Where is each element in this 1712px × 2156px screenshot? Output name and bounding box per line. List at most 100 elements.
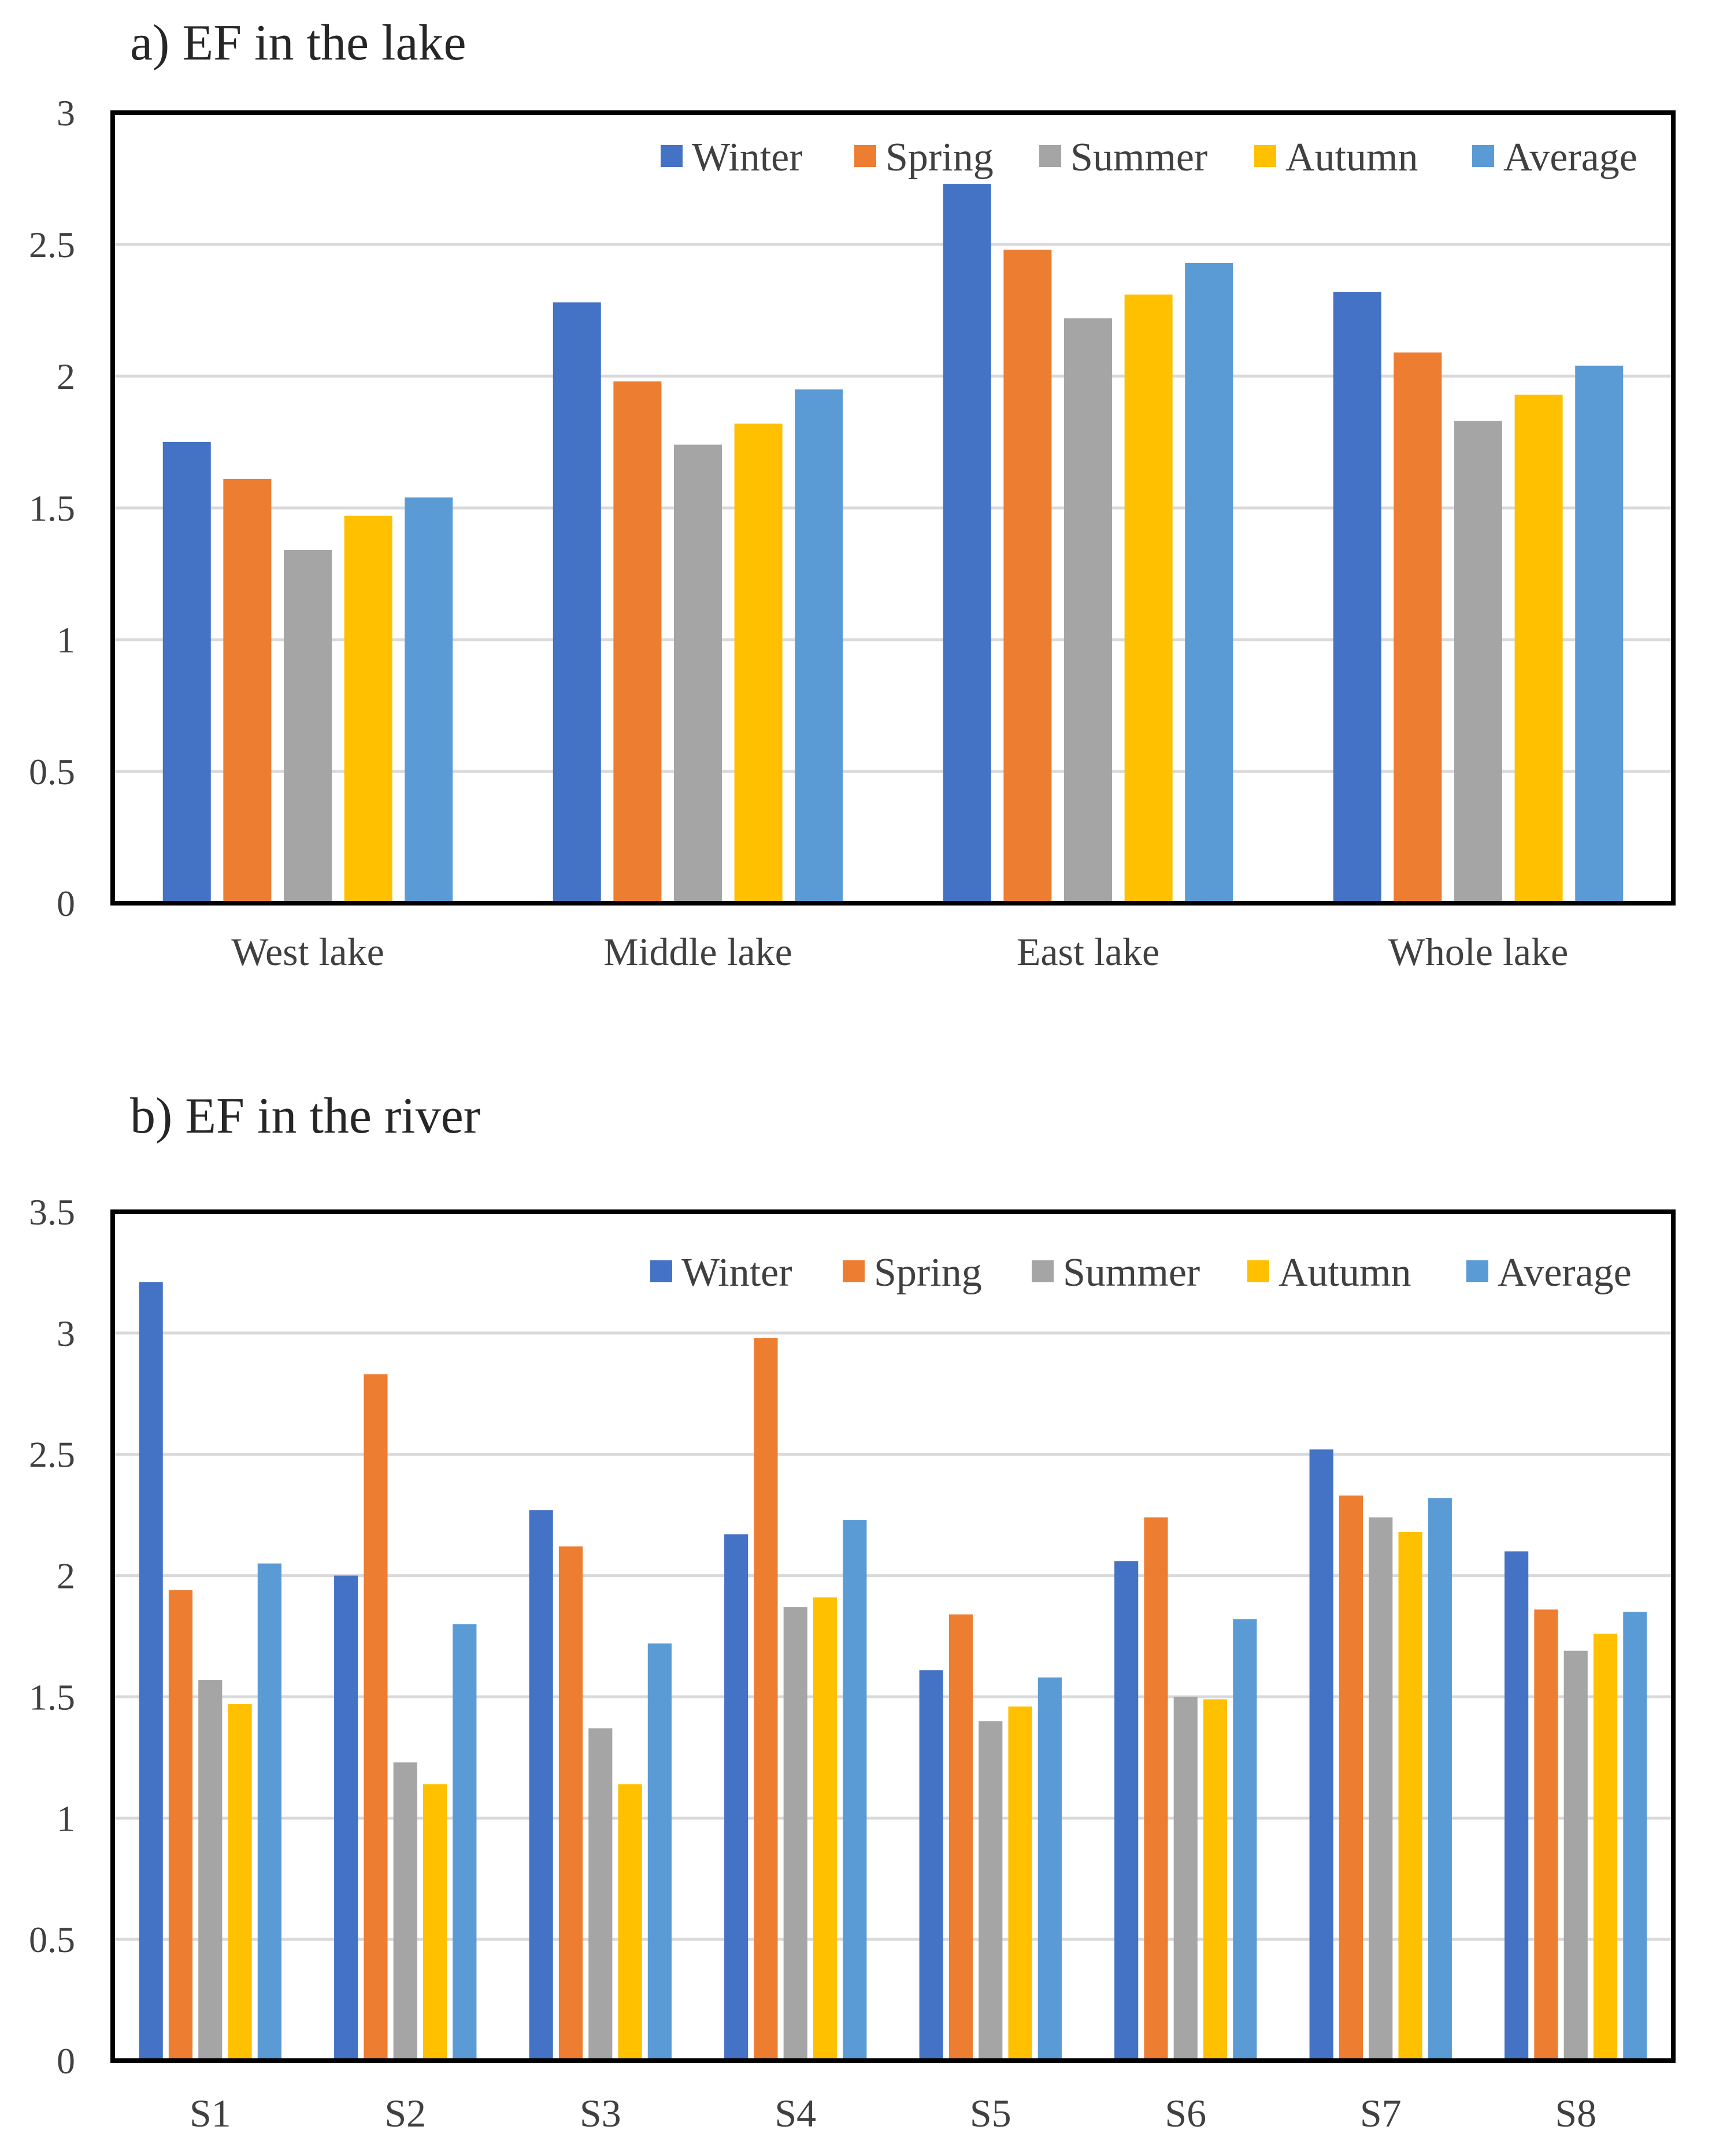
bar-spring-s7 [1339, 1496, 1363, 2061]
bar-winter-s8 [1505, 1551, 1529, 2061]
bar-average-s7 [1428, 1498, 1452, 2061]
legend-label-autumn: Autumn [1285, 135, 1418, 180]
bar-autumn-west-lake [344, 515, 392, 903]
plot-frame [110, 110, 1676, 906]
legend-swatch-summer [1039, 145, 1061, 167]
legend-swatch-autumn [1247, 1260, 1269, 1282]
legend-swatch-average [1472, 145, 1494, 167]
y-tick-label: 2 [57, 1556, 75, 1597]
x-tick-label: S5 [970, 2091, 1011, 2135]
bar-winter-s6 [1114, 1561, 1139, 2061]
legend-swatch-winter [661, 145, 683, 167]
y-tick-label: 1 [57, 619, 75, 660]
bar-spring-s4 [754, 1338, 778, 2061]
bar-autumn-s6 [1203, 1699, 1228, 2061]
bar-spring-east-lake [1003, 250, 1052, 903]
legend-label-winter: Winter [692, 135, 803, 180]
bar-average-east-lake [1185, 262, 1233, 903]
legend-label-summer: Summer [1070, 135, 1207, 180]
bar-autumn-s3 [618, 1784, 642, 2061]
y-tick-label: 1.5 [29, 1676, 75, 1717]
bar-autumn-middle-lake [734, 424, 783, 903]
bar-summer-s3 [588, 1728, 613, 2061]
x-tick-label: S8 [1555, 2091, 1596, 2135]
bar-spring-whole-lake [1394, 352, 1442, 903]
y-tick-label: 2.5 [29, 1434, 75, 1475]
plot-frame [110, 1209, 1676, 2063]
bar-winter-s4 [724, 1534, 748, 2061]
y-tick-label: 2.5 [29, 224, 75, 265]
bar-summer-middle-lake [673, 444, 722, 903]
bar-autumn-s1 [228, 1704, 252, 2061]
bar-average-whole-lake [1575, 365, 1624, 903]
bar-summer-s4 [783, 1607, 807, 2061]
legend-label-spring: Spring [885, 135, 994, 180]
bar-autumn-s2 [423, 1784, 447, 2061]
bar-autumn-whole-lake [1514, 394, 1563, 903]
bar-autumn-east-lake [1124, 294, 1173, 903]
bar-spring-s5 [948, 1614, 973, 2061]
chart-a-lake: a) EF in the lake 0 0.5 1 1.5 2 2.5 3 West lake M… [29, 15, 1676, 974]
bar-autumn-s4 [813, 1597, 838, 2061]
x-tick-label: East lake [1017, 930, 1159, 974]
x-tick-label: S2 [384, 2091, 426, 2135]
legend-label-autumn: Autumn [1279, 1250, 1411, 1295]
bar-spring-west-lake [223, 478, 272, 903]
bar-summer-east-lake [1063, 318, 1113, 903]
legend-swatch-average [1466, 1260, 1488, 1282]
legend-swatch-summer [1032, 1260, 1054, 1282]
bar-spring-s8 [1534, 1609, 1558, 2061]
bar-spring-s1 [168, 1590, 193, 2061]
bar-average-west-lake [405, 497, 453, 903]
bar-average-s1 [257, 1563, 281, 2061]
bar-summer-s5 [979, 1721, 1003, 2061]
legend-swatch-spring [854, 145, 876, 167]
legend-label-spring: Spring [874, 1250, 982, 1295]
legend-swatch-spring [843, 1260, 865, 1282]
bar-winter-s3 [529, 1510, 553, 2061]
y-tick-label: 3.5 [29, 1192, 75, 1233]
bar-average-s4 [843, 1520, 867, 2061]
y-tick-label: 0 [57, 2040, 75, 2081]
bar-summer-s6 [1173, 1697, 1198, 2061]
bar-summer-whole-lake [1454, 421, 1503, 903]
bar-winter-whole-lake [1333, 292, 1381, 904]
bar-winter-s1 [139, 1282, 163, 2061]
y-tick-label: 3 [57, 92, 75, 133]
bar-spring-middle-lake [613, 381, 662, 903]
bar-average-middle-lake [795, 389, 843, 903]
bar-autumn-s5 [1008, 1706, 1032, 2061]
legend-label-winter: Winter [681, 1250, 792, 1295]
bar-winter-west-lake [162, 442, 211, 903]
bar-summer-s1 [198, 1680, 223, 2061]
legend-label-average: Average [1498, 1250, 1632, 1295]
x-tick-label: S4 [775, 2091, 816, 2135]
x-tick-label: S6 [1165, 2091, 1206, 2135]
y-tick-label: 3 [57, 1313, 75, 1354]
bar-winter-s5 [919, 1670, 943, 2061]
x-tick-label: Middle lake [603, 930, 792, 974]
x-tick-label: S7 [1360, 2091, 1402, 2135]
bar-summer-s8 [1563, 1650, 1588, 2061]
bar-average-s2 [453, 1624, 477, 2061]
legend-label-average: Average [1503, 135, 1637, 180]
bar-average-s6 [1233, 1619, 1257, 2061]
bar-spring-s2 [364, 1374, 388, 2061]
x-tick-label: Whole lake [1388, 930, 1569, 974]
bar-winter-east-lake [943, 184, 991, 903]
y-tick-label: 0 [57, 883, 75, 924]
y-tick-label: 1.5 [29, 488, 75, 529]
x-tick-label: S1 [190, 2091, 231, 2135]
chart-b-river: b) EF in the river 0 0.5 1 1.5 2 2.5 3 3.5 S1 S2 S3… [29, 1088, 1676, 2135]
x-tick-label: West lake [231, 930, 384, 974]
y-tick-label: 1 [57, 1798, 75, 1839]
bar-winter-s2 [334, 1575, 358, 2061]
legend-label-summer: Summer [1063, 1250, 1200, 1295]
legend-swatch-winter [650, 1260, 672, 1282]
y-tick-label: 2 [57, 356, 75, 397]
y-tick-label: 0.5 [29, 1919, 75, 1960]
bar-spring-s6 [1144, 1517, 1168, 2061]
bar-winter-s7 [1309, 1449, 1333, 2061]
legend-swatch-autumn [1254, 145, 1276, 167]
